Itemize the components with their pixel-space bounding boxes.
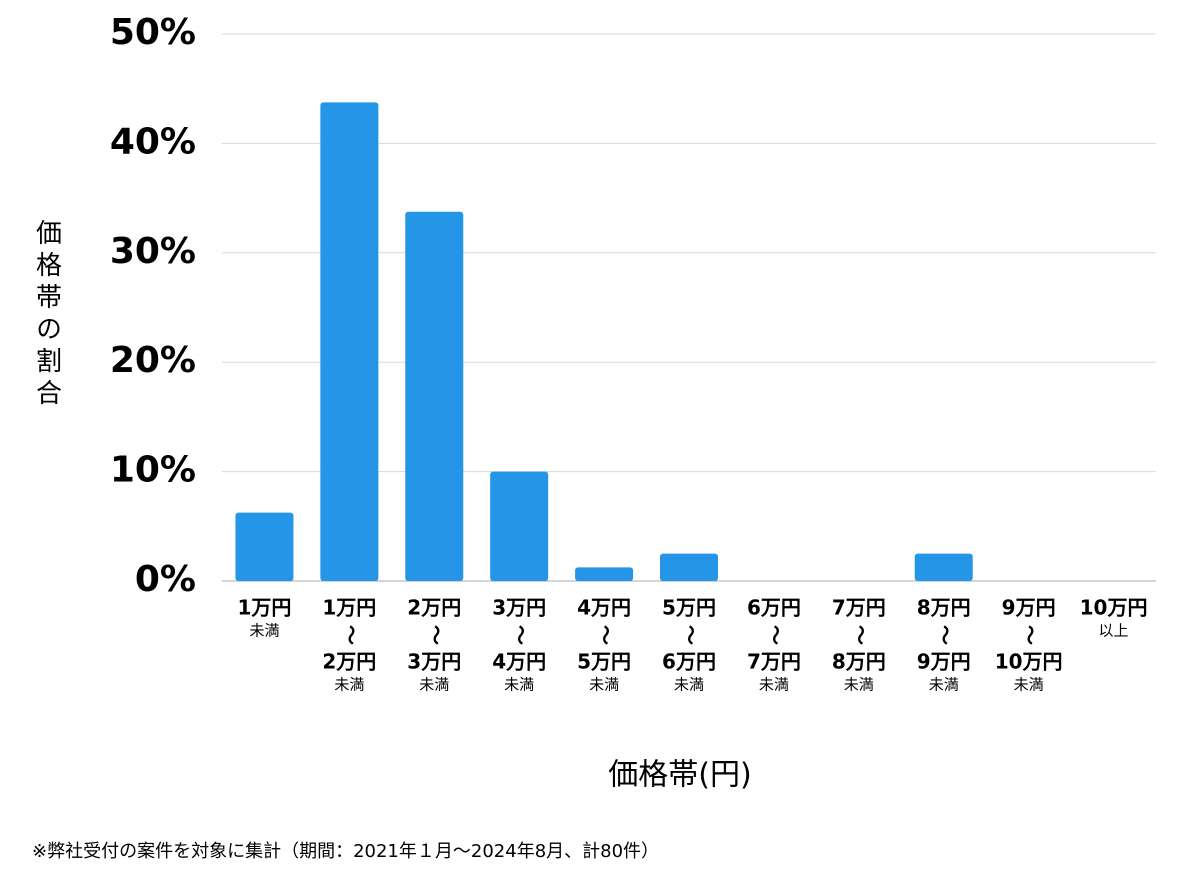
x-tick-label: 1万円 <box>322 596 376 620</box>
x-tick-label: 未満 <box>249 622 279 640</box>
x-tick-label: 未満 <box>504 676 534 694</box>
x-tick-label: 2万円 <box>407 596 461 620</box>
footnote: ※弊社受付の案件を対象に集計（期間：2021年１月〜2024年8月、計80件） <box>32 841 659 862</box>
x-tick-label: 5万円 <box>577 650 631 674</box>
x-tick-label: 7万円 <box>832 596 886 620</box>
y-tick-label: 30% <box>110 231 196 272</box>
x-tick-label: 〜 <box>509 625 533 645</box>
bar <box>660 553 718 581</box>
x-tick-label: 10万円 <box>1080 596 1148 620</box>
x-tick-label: 〜 <box>933 625 957 645</box>
x-tick-label: 未満 <box>929 676 959 694</box>
bar <box>235 512 294 581</box>
bar <box>490 471 549 581</box>
bar <box>320 102 379 581</box>
x-tick-label: 未満 <box>589 676 619 694</box>
y-axis-title: 価格帯の割合 <box>32 219 62 411</box>
x-tick-label: 〜 <box>679 625 703 645</box>
x-tick-label: 以上 <box>1099 622 1129 640</box>
x-tick-label: 未満 <box>1014 676 1044 694</box>
x-tick-label: 未満 <box>844 676 874 694</box>
x-tick-label: 〜 <box>848 625 872 645</box>
x-tick-label: 未満 <box>674 676 704 694</box>
bar <box>405 211 464 581</box>
x-tick-label: 4万円 <box>577 596 631 620</box>
x-tick-label: 〜 <box>424 625 448 645</box>
bar <box>914 553 973 581</box>
x-tick-label: 〜 <box>763 625 787 645</box>
x-tick-label: 9万円 <box>917 650 971 674</box>
x-tick-label: 〜 <box>594 625 618 645</box>
x-tick-label: 10万円 <box>995 650 1063 674</box>
x-tick-label: 〜 <box>339 625 363 645</box>
y-tick-label: 40% <box>110 121 196 162</box>
x-tick-label: 4万円 <box>492 650 546 674</box>
y-tick-label: 10% <box>110 450 196 491</box>
y-tick-label: 20% <box>110 340 196 381</box>
x-tick-label: 9万円 <box>1002 596 1056 620</box>
x-tick-label: 8万円 <box>917 596 971 620</box>
y-tick-label: 50% <box>110 12 196 53</box>
bar <box>575 567 634 581</box>
x-tick-label: 〜 <box>1018 625 1042 645</box>
x-tick-label: 3万円 <box>492 596 546 620</box>
x-tick-label: 未満 <box>334 676 364 694</box>
x-tick-label: 6万円 <box>747 596 801 620</box>
x-tick-label: 3万円 <box>407 650 461 674</box>
x-tick-label: 8万円 <box>832 650 886 674</box>
x-tick-label: 未満 <box>759 676 789 694</box>
x-tick-label: 7万円 <box>747 650 801 674</box>
x-tick-label: 1万円 <box>237 596 291 620</box>
x-tick-label: 未満 <box>419 676 449 694</box>
x-tick-label: 6万円 <box>662 650 716 674</box>
x-tick-label: 5万円 <box>662 596 716 620</box>
y-tick-label: 0% <box>135 559 196 600</box>
x-axis-title: 価格帯(円) <box>608 758 751 793</box>
x-tick-label: 2万円 <box>322 650 376 674</box>
